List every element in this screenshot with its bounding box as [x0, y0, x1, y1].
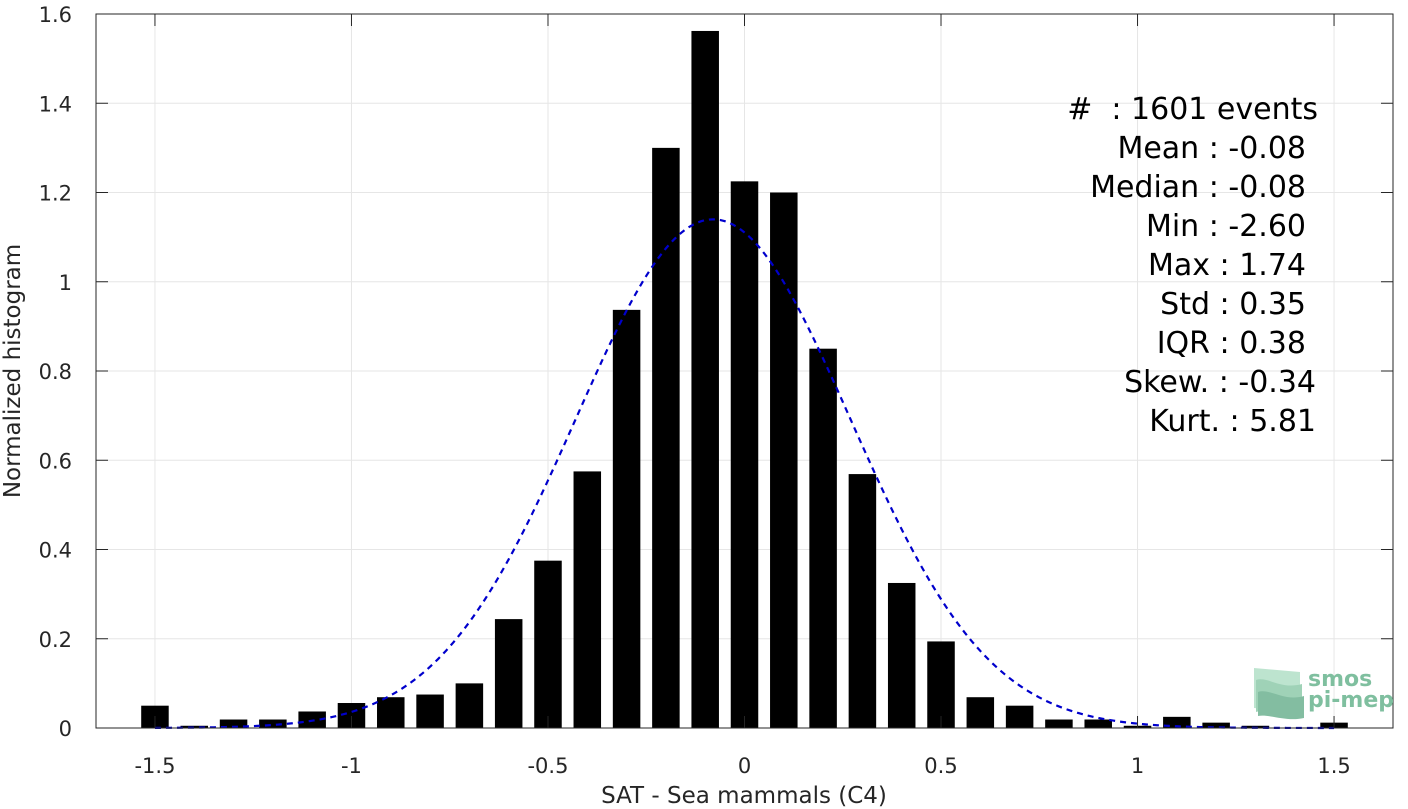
histogram-bar: [612, 309, 641, 728]
histogram-bar: [809, 348, 837, 728]
x-tick-label: 1: [1131, 754, 1144, 778]
stat-kurt: Kurt. : 5.81: [1149, 404, 1316, 439]
stat-median: Median : -0.08: [1090, 170, 1306, 205]
stat-std: Std : 0.35: [1160, 287, 1306, 322]
histogram-bar: [259, 719, 287, 728]
y-tick-label: 0.4: [39, 539, 72, 563]
histogram-bar: [219, 719, 248, 728]
histogram-bar: [770, 192, 798, 728]
x-tick-labels: -1.5 -1 -0.5 0 0.5 1 1.5: [134, 754, 1350, 778]
logo-waves-icon: [1254, 668, 1304, 720]
histogram-bar: [455, 683, 484, 728]
y-tick-label: 0.6: [39, 449, 72, 473]
histogram-bar: [927, 641, 955, 728]
histogram-bar: [966, 697, 995, 728]
x-tick-label: 0.5: [924, 754, 957, 778]
logo-text-smos: smos: [1308, 667, 1372, 692]
stat-iqr: IQR : 0.38: [1157, 326, 1306, 361]
x-tick-label: -0.5: [527, 754, 568, 778]
smos-pimep-logo: smos pi-mep: [1254, 667, 1394, 720]
histogram-bars: [141, 30, 1348, 728]
histogram-bar: [1045, 719, 1073, 728]
histogram-bar: [377, 697, 405, 728]
histogram-bar: [1163, 716, 1191, 728]
histogram-bar: [691, 30, 719, 728]
stat-mean: Mean : -0.08: [1117, 131, 1306, 166]
histogram-bar: [1202, 722, 1230, 728]
histogram-bar: [416, 694, 444, 728]
y-tick-label: 1.4: [39, 92, 72, 116]
gaussian-fit-curve: [154, 218, 1335, 730]
x-tick-label: 0: [738, 754, 751, 778]
stat-skew: Skew. : -0.34: [1124, 365, 1316, 400]
y-tick-label: 1.2: [39, 182, 72, 206]
axis-ticks: [96, 13, 1393, 729]
x-tick-label: -1.5: [134, 754, 175, 778]
histogram-bar: [1005, 705, 1034, 728]
x-axis-label: SAT - Sea mammals (C4): [601, 783, 887, 809]
y-tick-label: 0: [59, 717, 72, 741]
stat-max: Max : 1.74: [1148, 248, 1306, 283]
histogram-bar: [180, 725, 209, 728]
histogram-bar: [573, 471, 602, 728]
histogram-bar: [494, 619, 523, 728]
stat-min: Min : -2.60: [1146, 209, 1306, 244]
stat-events: # : 1601 events: [1067, 92, 1318, 127]
histogram-bar: [1084, 719, 1112, 728]
histogram-bar: [534, 560, 562, 728]
histogram-bar: [730, 181, 759, 728]
logo-text-pimep: pi-mep: [1308, 688, 1394, 713]
y-tick-labels: 0 0.2 0.4 0.6 0.8 1 1.2 1.4 1.6: [39, 3, 72, 741]
y-axis-label: Normalized histogram: [0, 244, 26, 498]
histogram-bar: [848, 474, 877, 728]
stats-box: # : 1601 events Mean : -0.08 Median : -0…: [1067, 92, 1318, 439]
x-tick-label: 1.5: [1317, 754, 1350, 778]
y-tick-label: 1.6: [39, 3, 72, 27]
x-tick-label: -1: [341, 754, 362, 778]
y-tick-label: 1: [59, 271, 72, 295]
histogram-bar: [887, 582, 916, 728]
y-tick-label: 0.2: [39, 628, 72, 652]
y-tick-label: 0.8: [39, 360, 72, 384]
histogram-bar: [652, 147, 680, 728]
